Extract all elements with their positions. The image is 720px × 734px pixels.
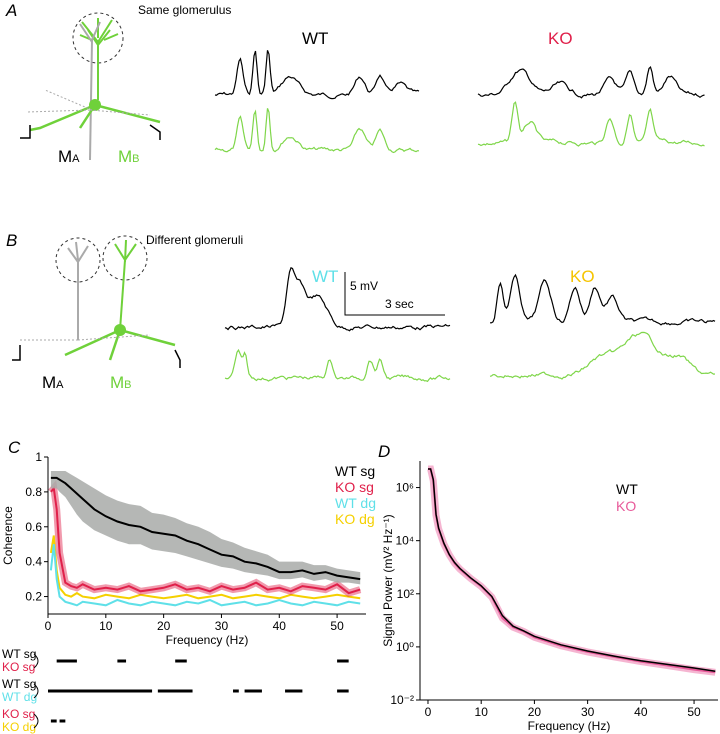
trace [489, 331, 716, 380]
trace-label: WT [312, 267, 338, 286]
line [50, 476, 361, 581]
neuron-diagram [20, 12, 161, 161]
x-tick-label: 20 [157, 619, 171, 633]
line [49, 544, 361, 607]
legend-entry: WT dg [335, 495, 376, 511]
neuron-label: MB [118, 147, 140, 166]
trace [214, 108, 420, 154]
x-tick-label: 0 [425, 705, 432, 719]
panel-letter: C [8, 438, 21, 457]
comparison-label: WT sg [2, 677, 36, 691]
y-tick-label: 10⁴ [395, 534, 414, 548]
band [50, 470, 361, 585]
trace [490, 273, 716, 326]
x-axis-label: Frequency (Hz) [528, 719, 611, 733]
legend-entry: KO [616, 498, 636, 514]
panel-title: Same glomerulus [138, 3, 231, 17]
x-tick-label: 50 [330, 619, 344, 633]
voltage-traces [214, 50, 716, 383]
neuron-label: MB [110, 373, 132, 392]
line [428, 468, 716, 674]
y-tick-label: 0.8 [25, 485, 42, 499]
x-tick-label: 20 [528, 705, 542, 719]
scale-label: 3 sec [385, 297, 414, 311]
y-axis-label: Signal Power (mV² Hz⁻¹) [381, 514, 395, 646]
y-tick-label: 10⁰ [396, 640, 414, 654]
comparison-label: KO sg [2, 707, 35, 721]
y-tick-label: 10² [397, 587, 414, 601]
y-tick-label: 0.2 [25, 590, 42, 604]
y-tick-label: 1 [35, 450, 42, 464]
legend-entry: WT sg [335, 463, 375, 479]
legend-entry: KO dg [335, 511, 375, 527]
panel-letter: B [6, 231, 17, 250]
comparison-label: WT sg [2, 647, 36, 661]
line [49, 535, 361, 600]
line [428, 468, 716, 673]
trace [224, 348, 451, 383]
trace [224, 266, 451, 332]
scale-label: 5 mV [350, 279, 378, 293]
x-tick-label: 40 [273, 619, 287, 633]
comparison-label: KO sg [2, 660, 35, 674]
x-axis-label: Frequency (Hz) [166, 633, 249, 647]
comparison-label: WT dg [2, 690, 37, 704]
x-tick-label: 30 [581, 705, 595, 719]
x-tick-label: 40 [634, 705, 648, 719]
trace-label: KO [548, 29, 573, 48]
legend-entry: KO sg [335, 479, 374, 495]
bracket [33, 653, 39, 669]
y-tick-label: 10⁶ [396, 481, 414, 495]
neuron-label: MA [42, 373, 64, 392]
trace-label: WT [302, 29, 328, 48]
x-tick-label: 0 [45, 619, 52, 633]
panel-letter: D [378, 442, 390, 461]
panel-title: Different glomeruli [146, 233, 243, 247]
trace [477, 101, 705, 147]
comparison-label: KO dg [2, 720, 36, 734]
x-tick-label: 10 [99, 619, 113, 633]
trace-label: KO [570, 267, 595, 286]
trace [214, 50, 420, 100]
legend-entry: WT [616, 481, 638, 497]
neuron-label: MA [58, 147, 80, 166]
y-tick-label: 10⁻² [390, 693, 414, 707]
y-tick-label: 0.4 [25, 555, 42, 569]
line [50, 486, 361, 595]
x-tick-label: 10 [475, 705, 489, 719]
scale-bar [344, 272, 445, 316]
x-tick-label: 30 [215, 619, 229, 633]
bracket [33, 683, 39, 699]
y-tick-label: 0.6 [25, 520, 42, 534]
trace [477, 66, 705, 99]
panel-letter: A [5, 1, 17, 20]
bracket [33, 713, 39, 729]
line-halo [427, 465, 716, 676]
y-axis-label: Coherence [1, 506, 15, 565]
neuron-diagram [12, 235, 181, 368]
x-tick-label: 50 [687, 705, 701, 719]
